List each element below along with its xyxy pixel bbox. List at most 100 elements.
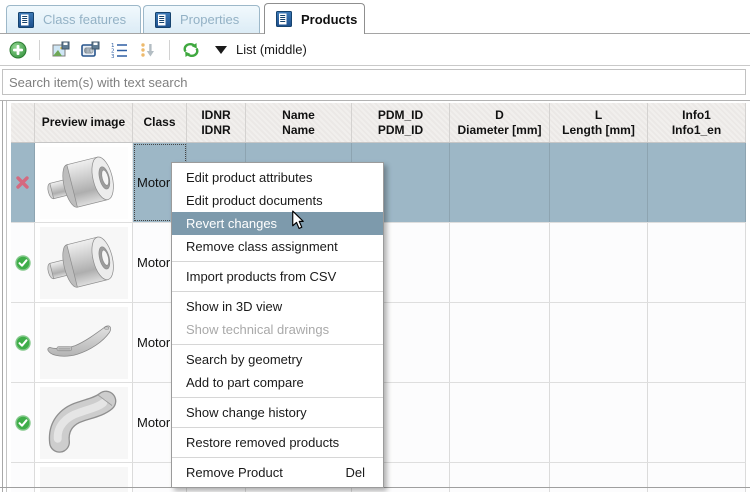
status-removed-icon xyxy=(16,176,29,189)
length-cell[interactable] xyxy=(550,383,648,462)
table-top-border xyxy=(0,100,750,101)
menu-item-label: Show change history xyxy=(186,405,307,420)
menu-item-restore-removed-products[interactable]: Restore removed products xyxy=(172,431,383,454)
menu-separator xyxy=(172,457,383,458)
menu-item-show-change-history[interactable]: Show change history xyxy=(172,401,383,424)
menu-item-import-products-from-csv[interactable]: Import products from CSV xyxy=(172,265,383,288)
column-header-line1: Class xyxy=(143,115,176,129)
status-ok-icon xyxy=(14,254,31,271)
menu-item-remove-class-assignment[interactable]: Remove class assignment xyxy=(172,235,383,258)
menu-item-label: Revert changes xyxy=(186,216,278,231)
column-header-line1: D xyxy=(495,107,504,122)
left-gutter-line xyxy=(6,101,7,492)
document-list-icon xyxy=(155,11,171,28)
column-header-idnr[interactable]: IDNR IDNR xyxy=(187,103,246,142)
length-cell[interactable] xyxy=(550,463,648,492)
column-header-line1: Preview image xyxy=(41,115,126,129)
part-3d-preview-icon xyxy=(42,233,118,293)
save-part-image-button[interactable] xyxy=(79,39,101,61)
add-icon xyxy=(9,41,27,58)
column-header-class[interactable]: Class xyxy=(133,103,187,142)
add-product-button[interactable] xyxy=(7,39,29,61)
diameter-cell[interactable] xyxy=(450,463,550,492)
status-ok-icon xyxy=(14,334,31,351)
preview-image-cell[interactable] xyxy=(35,383,133,462)
preview-image xyxy=(39,466,128,492)
info1-cell[interactable] xyxy=(648,383,746,462)
status-cell xyxy=(11,383,35,462)
part-3d-preview-icon xyxy=(40,388,128,458)
menu-item-shortcut: Del xyxy=(345,465,365,480)
info1-cell[interactable] xyxy=(648,303,746,382)
menu-item-label: Remove class assignment xyxy=(186,239,338,254)
menu-separator xyxy=(172,261,383,262)
column-header-line2: Diameter [mm] xyxy=(457,122,542,137)
menu-item-search-by-geometry[interactable]: Search by geometry xyxy=(172,348,383,371)
menu-item-add-to-part-compare[interactable]: Add to part compare xyxy=(172,371,383,394)
status-cell xyxy=(11,463,35,492)
preview-image-cell[interactable] xyxy=(35,223,133,302)
toolbar-separator xyxy=(169,39,170,60)
menu-item-show-technical-drawings: Show technical drawings xyxy=(172,318,383,341)
preview-image-cell[interactable] xyxy=(35,303,133,382)
preview-image xyxy=(39,386,128,459)
pdm_id-cell[interactable] xyxy=(352,223,450,302)
column-header-name[interactable]: Name Name xyxy=(246,103,352,142)
refresh-button[interactable] xyxy=(180,39,202,61)
view-dropdown-arrow-icon[interactable] xyxy=(215,45,227,54)
svg-text:3: 3 xyxy=(111,54,115,58)
length-cell[interactable] xyxy=(550,143,648,222)
diameter-cell[interactable] xyxy=(450,383,550,462)
menu-item-remove-product[interactable]: Remove Product Del xyxy=(172,461,383,484)
document-list-icon xyxy=(276,11,292,27)
info1-cell[interactable] xyxy=(648,143,746,222)
diameter-cell[interactable] xyxy=(450,143,550,222)
tab-label: Class features xyxy=(43,12,127,27)
diameter-cell[interactable] xyxy=(450,303,550,382)
column-header-line1: PDM_ID xyxy=(377,107,424,122)
preview-image xyxy=(39,306,128,379)
search-input[interactable] xyxy=(2,69,746,95)
tab-properties[interactable]: Properties xyxy=(143,5,260,33)
column-header-info1[interactable]: Info1 Info1_en xyxy=(648,103,746,142)
sort-descending-button[interactable] xyxy=(137,39,159,61)
length-cell[interactable] xyxy=(550,223,648,302)
tab-class-features[interactable]: Class features xyxy=(6,5,141,33)
menu-separator xyxy=(172,291,383,292)
pdm_id-cell[interactable] xyxy=(352,303,450,382)
menu-separator xyxy=(172,344,383,345)
diameter-cell[interactable] xyxy=(450,223,550,302)
part-3d-preview-icon xyxy=(42,153,118,213)
sort-descending-icon xyxy=(141,42,154,57)
menu-item-label: Remove Product xyxy=(186,465,283,480)
column-header-line2: IDNR xyxy=(201,122,231,137)
column-header-status[interactable] xyxy=(11,103,35,142)
column-header-pdm_id[interactable]: PDM_ID PDM_ID xyxy=(352,103,450,142)
numbered-list-button[interactable]: 1 2 3 xyxy=(108,39,130,61)
svg-text:1: 1 xyxy=(111,43,115,49)
menu-item-edit-product-attributes[interactable]: Edit product attributes xyxy=(172,166,383,189)
column-header-line2: Length [mm] xyxy=(562,122,635,137)
menu-item-revert-changes[interactable]: Revert changes xyxy=(172,212,383,235)
menu-item-label: Edit product documents xyxy=(186,193,323,208)
column-header-preview[interactable]: Preview image xyxy=(35,103,133,142)
pdm_id-cell[interactable] xyxy=(352,383,450,462)
length-cell[interactable] xyxy=(550,303,648,382)
view-mode-label[interactable]: List (middle) xyxy=(236,42,307,57)
pdm_id-cell[interactable] xyxy=(352,463,450,492)
save-preview-image-icon xyxy=(52,41,70,57)
column-header-length[interactable]: L Length [mm] xyxy=(550,103,648,142)
info1-cell[interactable] xyxy=(648,223,746,302)
tab-products[interactable]: Products xyxy=(264,3,365,34)
preview-image-cell[interactable] xyxy=(35,143,133,222)
save-preview-image-button[interactable] xyxy=(50,39,72,61)
context-menu: Edit product attributes Edit product docu… xyxy=(171,162,384,488)
tab-label: Properties xyxy=(180,12,240,27)
menu-separator xyxy=(172,397,383,398)
menu-item-edit-product-documents[interactable]: Edit product documents xyxy=(172,189,383,212)
info1-cell[interactable] xyxy=(648,463,746,492)
menu-item-show-in-3d-view[interactable]: Show in 3D view xyxy=(172,295,383,318)
document-list-icon xyxy=(18,11,34,28)
column-header-line1: Name xyxy=(282,107,315,122)
column-header-diameter[interactable]: D Diameter [mm] xyxy=(450,103,550,142)
